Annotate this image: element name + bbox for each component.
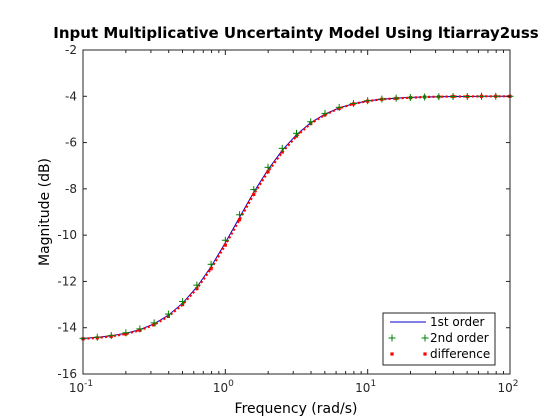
point-2nd-order bbox=[236, 211, 244, 219]
point-2nd-order bbox=[406, 93, 414, 101]
point-2nd-order bbox=[179, 298, 187, 306]
point-2nd-order bbox=[449, 93, 457, 101]
point-2nd-order bbox=[164, 310, 172, 318]
legend-label-1st-order: 1st order bbox=[430, 315, 484, 329]
series-layer bbox=[79, 92, 514, 342]
point-difference bbox=[280, 150, 284, 154]
y-tick-label: -12 bbox=[57, 274, 77, 288]
point-2nd-order bbox=[307, 118, 315, 126]
y-tick-label: -8 bbox=[65, 182, 77, 196]
point-difference bbox=[252, 192, 256, 197]
y-axis-label: Magnitude (dB) bbox=[37, 158, 53, 266]
x-tick-label: 101 bbox=[355, 379, 376, 395]
y-tick-label: -10 bbox=[57, 228, 77, 242]
point-difference bbox=[237, 218, 242, 222]
point-2nd-order bbox=[392, 94, 400, 102]
point-2nd-order bbox=[292, 129, 300, 137]
point-2nd-order bbox=[207, 260, 215, 268]
ticks-layer: -16 -14 -12 -10 -8 -6 -4 -2 10-1 100 101 102 bbox=[57, 43, 518, 395]
point-2nd-order bbox=[193, 281, 201, 289]
point-difference bbox=[209, 267, 213, 271]
legend-label-difference: difference bbox=[430, 347, 490, 361]
point-2nd-order bbox=[364, 97, 372, 105]
axes-box bbox=[82, 49, 511, 375]
legend: 1st order 2nd order difference bbox=[382, 312, 496, 366]
y-tick-label: -6 bbox=[65, 136, 77, 150]
point-2nd-order bbox=[492, 92, 500, 100]
point-2nd-order bbox=[150, 319, 158, 327]
point-2nd-order bbox=[349, 99, 357, 107]
point-2nd-order bbox=[107, 332, 115, 340]
legend-label-2nd-order: 2nd order bbox=[430, 331, 489, 345]
point-2nd-order bbox=[321, 109, 329, 117]
point-2nd-order bbox=[478, 92, 486, 100]
point-2nd-order bbox=[221, 236, 229, 244]
x-axis-label: Frequency (rad/s) bbox=[235, 401, 358, 417]
x-tick-label: 100 bbox=[213, 379, 234, 395]
y-tick-label: -2 bbox=[65, 43, 77, 57]
chart-title: Input Multiplicative Uncertainty Model U… bbox=[53, 24, 538, 42]
point-2nd-order bbox=[264, 163, 272, 171]
point-2nd-order bbox=[278, 144, 286, 152]
point-difference bbox=[223, 243, 227, 247]
point-2nd-order bbox=[122, 329, 130, 337]
point-2nd-order bbox=[435, 93, 443, 101]
x-tick-label: 10-1 bbox=[69, 379, 93, 395]
legend-marker-difference bbox=[390, 352, 394, 356]
point-2nd-order bbox=[250, 186, 258, 194]
point-2nd-order bbox=[421, 93, 429, 101]
legend-items: 1st order 2nd order difference bbox=[388, 315, 490, 361]
point-difference bbox=[266, 170, 270, 174]
legend-marker-difference bbox=[423, 352, 427, 356]
point-2nd-order bbox=[463, 93, 471, 101]
point-2nd-order bbox=[136, 325, 144, 333]
point-2nd-order bbox=[378, 95, 386, 103]
point-2nd-order bbox=[335, 103, 343, 111]
x-tick-label: 102 bbox=[497, 379, 518, 395]
y-tick-label: -14 bbox=[57, 321, 77, 335]
y-tick-label: -16 bbox=[57, 367, 77, 381]
point-2nd-order bbox=[93, 333, 101, 341]
y-tick-label: -4 bbox=[65, 89, 77, 103]
